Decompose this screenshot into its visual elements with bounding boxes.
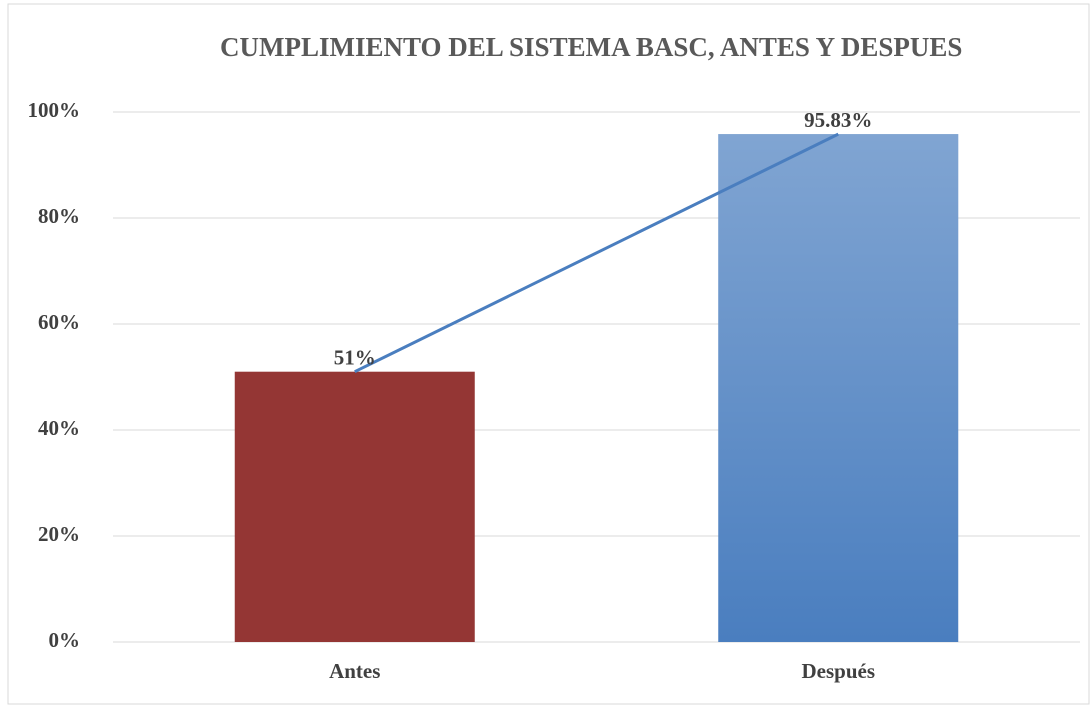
x-tick-label: Antes — [329, 659, 380, 683]
y-tick-label: 60% — [38, 310, 80, 334]
data-label: 51% — [334, 346, 376, 370]
y-tick-label: 100% — [28, 98, 81, 122]
data-label: 95.83% — [804, 108, 872, 132]
chart-title: CUMPLIMIENTO DEL SISTEMA BASC, ANTES Y D… — [220, 32, 963, 62]
y-tick-label: 0% — [49, 628, 81, 652]
bar — [234, 371, 475, 642]
y-tick-label: 40% — [38, 416, 80, 440]
trend-line — [354, 132, 839, 374]
y-tick-label: 80% — [38, 204, 80, 228]
chart-border — [7, 3, 1090, 705]
x-tick-label: Después — [801, 659, 875, 683]
bar — [718, 134, 959, 642]
y-tick-label: 20% — [38, 522, 80, 546]
